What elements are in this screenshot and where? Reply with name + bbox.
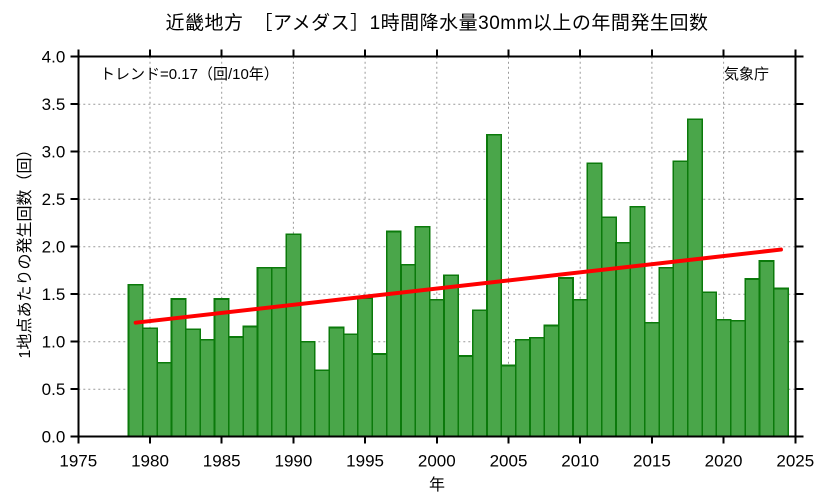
y-tick-label: 0.0 [42, 428, 66, 447]
bar-2018 [686, 118, 703, 438]
x-tick-label: 2020 [705, 452, 743, 471]
bar-2019 [701, 291, 718, 438]
x-tick-label: 1995 [346, 452, 384, 471]
y-tick-label: 0.5 [42, 380, 66, 399]
bar-2011 [586, 162, 603, 438]
bar-2004 [486, 133, 503, 438]
y-tick-label: 2.5 [42, 190, 66, 209]
y-tick-label: 3.0 [42, 143, 66, 162]
x-tick-label: 2010 [561, 452, 599, 471]
x-tick-label: 1980 [131, 452, 169, 471]
bar-2005 [500, 364, 517, 438]
bar-2015 [643, 321, 660, 438]
bar-1990 [285, 233, 302, 438]
x-tick-label: 2025 [776, 452, 814, 471]
bar-1989 [271, 266, 288, 438]
y-tick-label: 2.0 [42, 238, 66, 257]
bar-1994 [342, 333, 359, 438]
bar-2013 [615, 242, 632, 438]
bar-2024 [772, 287, 789, 438]
bar-1986 [228, 336, 245, 438]
x-tick-label: 2005 [490, 452, 528, 471]
bar-2000 [428, 299, 445, 438]
bar-2022 [744, 278, 761, 438]
bar-1983 [185, 328, 201, 438]
bar-2003 [471, 309, 488, 438]
x-axis-title: 年 [428, 477, 445, 494]
bar-1979 [127, 283, 144, 438]
chart-title: 近畿地方 ［アメダス］1時間降水量30mm以上の年間発生回数 [165, 13, 709, 34]
bar-2006 [514, 338, 531, 438]
y-tick-label: 4.0 [42, 48, 66, 67]
bar-1984 [199, 338, 216, 438]
bar-1987 [242, 325, 259, 438]
agency-label: 気象庁 [723, 66, 769, 83]
x-tick-label: 1975 [59, 452, 97, 471]
y-tick-label: 1.5 [42, 285, 66, 304]
x-tick-label: 2015 [633, 452, 671, 471]
bar-2021 [729, 319, 746, 438]
bar-1991 [299, 340, 316, 438]
bar-2001 [443, 274, 460, 438]
bar-2012 [600, 216, 617, 438]
x-tick-label: 1985 [203, 452, 241, 471]
bar-1985 [213, 298, 230, 438]
bar-1999 [414, 225, 431, 438]
bar-1992 [314, 369, 331, 438]
bar-1997 [385, 230, 402, 438]
bar-1980 [142, 327, 158, 438]
bar-2016 [658, 266, 675, 438]
bar-2010 [572, 299, 589, 438]
bar-2002 [457, 355, 474, 438]
bar-1988 [256, 266, 273, 438]
trend-line [133, 247, 783, 325]
y-tick-label: 1.0 [42, 333, 66, 352]
bar-1993 [328, 326, 345, 438]
bar-2017 [672, 160, 689, 438]
bar-1981 [156, 361, 173, 438]
x-tick-label: 1990 [274, 452, 312, 471]
bar-2008 [543, 324, 560, 438]
bar-2009 [557, 277, 574, 438]
bar-2007 [529, 337, 546, 438]
y-tick-label: 3.5 [42, 95, 66, 114]
bar-1995 [357, 297, 374, 438]
x-tick-label: 2000 [418, 452, 456, 471]
bar-2023 [758, 260, 775, 438]
bar-1996 [371, 353, 388, 438]
y-axis-title: 1地点あたりの発生回数（回） [17, 141, 34, 359]
trend-annotation: トレンド=0.17（回/10年） [100, 66, 279, 83]
bar-2014 [629, 206, 646, 438]
bar-2020 [715, 319, 732, 438]
